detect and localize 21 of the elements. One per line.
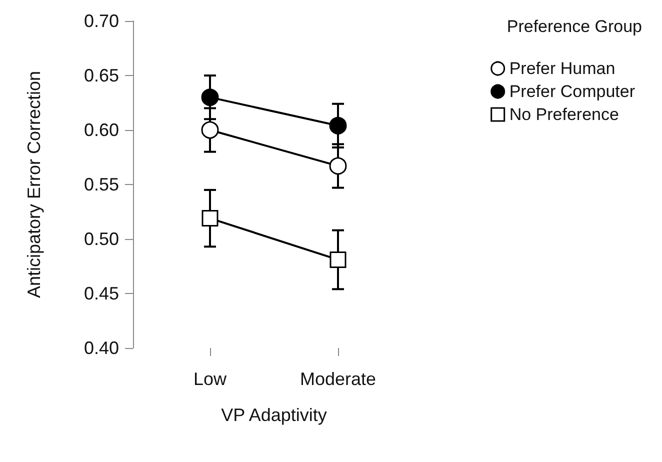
legend-label: Prefer Computer — [509, 82, 636, 101]
legend-label: No Preference — [509, 105, 619, 124]
y-tick-label: 0.65 — [84, 66, 119, 86]
point — [201, 88, 219, 106]
x-tick-label: Moderate — [300, 369, 376, 389]
y-tick-label: 0.60 — [84, 120, 119, 140]
point — [330, 251, 346, 268]
point — [202, 210, 218, 227]
legend-title: Preference Group — [506, 17, 642, 36]
y-tick-label: 0.55 — [84, 174, 119, 194]
y-tick-label: 0.45 — [84, 284, 119, 304]
point — [329, 157, 347, 175]
point — [201, 121, 219, 139]
y-tick-label: 0.70 — [84, 11, 119, 31]
legend-label: Prefer Human — [509, 59, 616, 78]
point — [329, 116, 347, 134]
x-tick-label: Low — [193, 369, 228, 389]
y-tick-label: 0.50 — [84, 229, 119, 249]
y-axis-title: Anticipatory Error Correction — [24, 70, 44, 298]
x-axis-title: VP Adaptivity — [221, 405, 327, 425]
y-tick-label: 0.40 — [84, 338, 119, 358]
